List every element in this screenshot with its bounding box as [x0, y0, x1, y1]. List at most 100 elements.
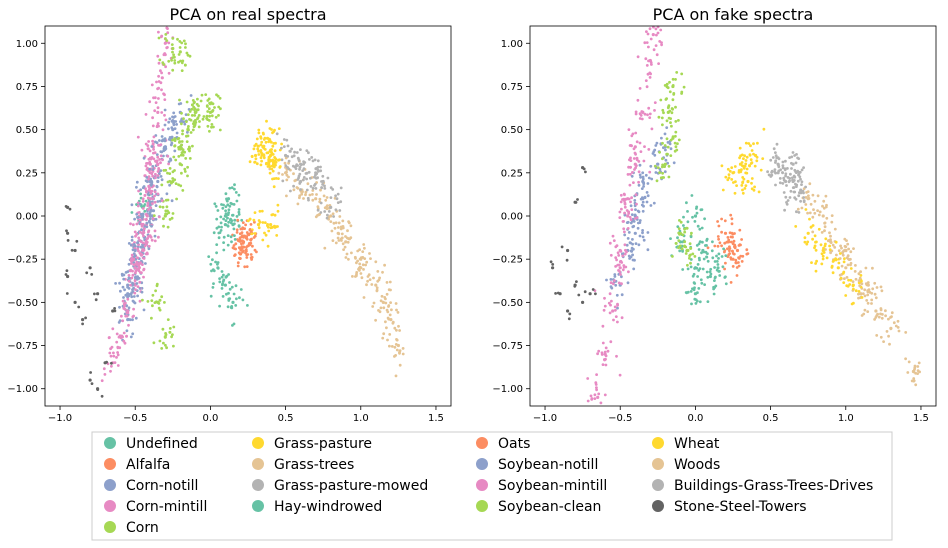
data-point: [269, 153, 273, 157]
data-point: [652, 48, 656, 52]
data-point: [699, 278, 703, 282]
data-point: [741, 180, 745, 184]
y-tick-label: 0.00: [501, 212, 523, 223]
data-point: [253, 234, 257, 238]
legend-marker: [252, 479, 264, 491]
data-point: [682, 85, 686, 89]
data-point: [914, 383, 918, 387]
data-point: [657, 62, 660, 65]
data-point: [153, 190, 157, 194]
data-point: [740, 260, 744, 263]
data-point: [718, 269, 721, 273]
chart-real-spectra: −1.0 −0.5 0.0 0.5 1.0 1.51.000.750.500.250.00…: [7, 5, 452, 424]
data-point: [661, 123, 664, 127]
data-point: [811, 237, 814, 241]
data-point: [302, 176, 306, 179]
data-point: [346, 240, 350, 244]
data-point: [300, 192, 304, 196]
data-point: [689, 290, 693, 293]
data-point: [355, 261, 358, 265]
data-point: [151, 217, 155, 221]
data-point: [260, 159, 263, 163]
data-point: [696, 291, 699, 295]
data-point: [398, 363, 402, 367]
data-point: [599, 401, 603, 405]
data-point: [600, 351, 604, 355]
data-point: [677, 138, 681, 142]
legend-marker: [652, 479, 664, 491]
data-point: [695, 299, 699, 303]
data-point: [262, 156, 266, 160]
data-point: [239, 288, 243, 291]
data-point: [122, 277, 126, 281]
data-point: [853, 270, 857, 273]
data-point: [829, 241, 833, 245]
data-point: [256, 223, 261, 227]
data-point: [255, 137, 259, 141]
data-point: [700, 226, 704, 230]
data-point: [339, 227, 343, 231]
data-point: [320, 180, 323, 183]
data-point: [146, 201, 150, 205]
data-point: [171, 177, 175, 180]
data-point: [113, 361, 117, 364]
data-point: [229, 235, 233, 239]
data-point: [628, 215, 632, 219]
data-point: [271, 144, 275, 148]
data-point: [188, 110, 192, 113]
data-point: [831, 271, 835, 275]
data-point: [330, 229, 334, 233]
data-point: [601, 341, 605, 345]
data-point: [293, 150, 296, 154]
data-point: [695, 244, 699, 247]
series-woods: [323, 219, 400, 322]
data-point: [168, 327, 172, 330]
data-point: [756, 141, 759, 145]
data-point: [316, 165, 320, 169]
data-point: [637, 170, 641, 174]
data-point: [64, 205, 68, 208]
data-point: [668, 109, 672, 113]
data-point: [161, 327, 165, 331]
data-point: [727, 176, 731, 180]
data-point: [73, 248, 77, 253]
data-point: [306, 196, 310, 200]
data-point: [634, 208, 637, 212]
data-point: [358, 269, 361, 272]
data-point: [142, 248, 146, 252]
y-tick-label: 0.75: [501, 82, 523, 93]
data-point: [904, 357, 907, 361]
data-point: [140, 222, 143, 226]
data-point: [338, 215, 342, 218]
data-point: [613, 279, 616, 282]
data-point: [147, 147, 150, 151]
data-point: [131, 283, 135, 286]
data-point: [173, 178, 177, 182]
data-point: [880, 289, 884, 293]
data-point: [620, 207, 623, 211]
data-point: [798, 175, 802, 179]
data-point: [127, 242, 131, 245]
data-point: [179, 102, 183, 105]
data-point: [155, 185, 159, 189]
data-point: [180, 41, 184, 45]
legend-label: Buildings-Grass-Trees-Drives: [674, 478, 873, 494]
data-point: [311, 186, 315, 190]
data-point: [129, 258, 133, 262]
data-point: [814, 269, 818, 273]
data-point: [309, 176, 312, 180]
data-point: [111, 309, 115, 313]
data-point: [130, 235, 134, 239]
data-point: [132, 252, 136, 256]
data-point: [129, 243, 133, 247]
data-point: [643, 145, 646, 149]
data-point: [877, 315, 881, 319]
data-point: [160, 178, 164, 182]
data-point: [620, 275, 623, 279]
data-point: [160, 183, 164, 187]
data-point: [153, 229, 157, 233]
data-point: [264, 162, 268, 166]
data-point: [740, 153, 744, 157]
data-point: [164, 343, 167, 347]
data-point: [879, 335, 883, 339]
